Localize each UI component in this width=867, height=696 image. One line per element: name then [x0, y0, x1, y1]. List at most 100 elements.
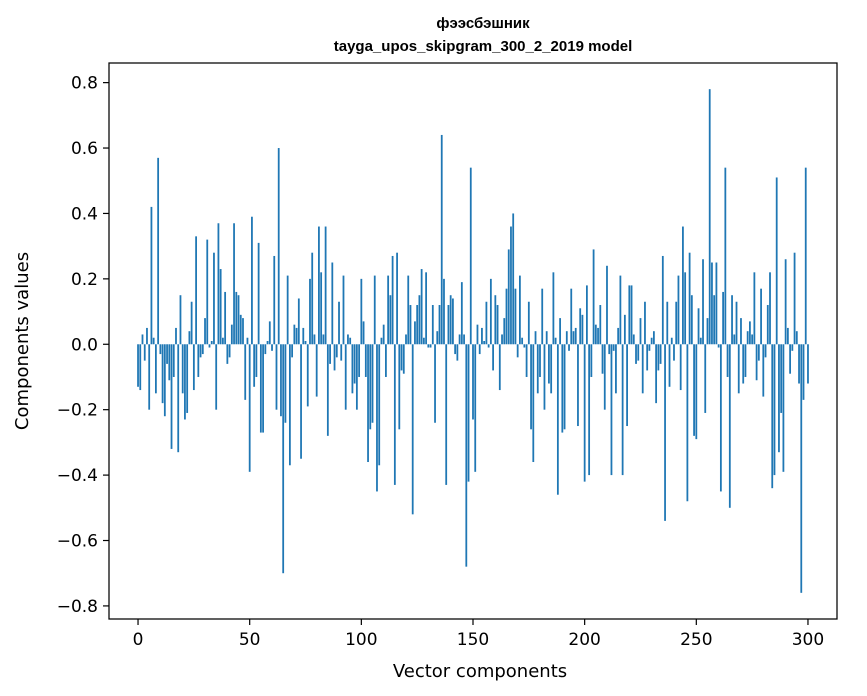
bar-201 — [586, 285, 588, 345]
bar-38 — [222, 337, 224, 345]
bar-86 — [329, 344, 331, 364]
bar-20 — [181, 344, 184, 394]
bar-28 — [199, 344, 202, 358]
bar-231 — [652, 331, 655, 345]
bar-143 — [456, 344, 459, 361]
bar-138 — [445, 344, 448, 485]
bar-217 — [621, 344, 624, 476]
bar-233 — [657, 344, 660, 371]
bar-66 — [284, 344, 287, 423]
bar-211 — [608, 344, 611, 355]
bar-234 — [659, 344, 662, 364]
x-tick-label: 100 — [345, 630, 377, 650]
bar-80 — [315, 344, 318, 397]
bar-102 — [364, 344, 367, 377]
bar-133 — [434, 344, 436, 423]
chart-title-line-1: фээсбэшник — [436, 15, 530, 32]
bar-114 — [391, 255, 394, 345]
bar-262 — [722, 291, 725, 345]
bar-154 — [481, 327, 483, 345]
bar-97 — [353, 344, 356, 384]
bar-181 — [541, 288, 544, 345]
bar-292 — [789, 344, 791, 374]
bar-245 — [684, 272, 687, 345]
bar-71 — [295, 327, 298, 345]
bar-122 — [409, 305, 412, 345]
bar-192 — [565, 331, 568, 345]
bar-36 — [217, 223, 220, 345]
bar-191 — [563, 344, 566, 430]
bar-43 — [233, 223, 235, 345]
bar-187 — [554, 337, 557, 345]
bar-290 — [784, 259, 787, 345]
bar-100 — [360, 278, 363, 345]
bar-144 — [458, 334, 461, 345]
bar-42 — [230, 324, 233, 345]
bar-177 — [532, 344, 535, 463]
bar-167 — [510, 226, 512, 345]
bar-0 — [137, 344, 139, 387]
y-tick-label: −0.8 — [57, 597, 98, 617]
bar-216 — [619, 275, 622, 345]
bar-286 — [775, 177, 778, 345]
bars-group — [137, 89, 809, 593]
bar-117 — [398, 344, 401, 430]
bar-27 — [197, 344, 200, 377]
y-tick-label: 0.4 — [71, 204, 98, 224]
bar-199 — [581, 314, 584, 345]
bar-10 — [159, 344, 162, 355]
bar-215 — [617, 327, 620, 345]
bar-69 — [291, 344, 294, 358]
bar-194 — [570, 288, 573, 345]
bar-239 — [670, 337, 673, 345]
bar-210 — [606, 265, 608, 345]
bar-225 — [639, 318, 642, 345]
bar-213 — [612, 344, 615, 351]
y-axis-label: Components values — [12, 252, 33, 430]
bar-251 — [697, 308, 700, 345]
bar-14 — [168, 344, 171, 381]
bar-39 — [224, 291, 227, 345]
bar-81 — [318, 226, 320, 345]
x-tick-label: 150 — [457, 630, 489, 650]
bar-6 — [150, 206, 153, 345]
bar-250 — [695, 344, 698, 440]
bar-240 — [673, 344, 675, 361]
bar-13 — [166, 344, 168, 364]
bar-204 — [592, 249, 595, 345]
bar-285 — [773, 344, 776, 476]
bar-228 — [646, 344, 649, 371]
bar-164 — [503, 318, 506, 345]
chart-title-line-2: tayga_upos_skipgram_300_2_2019 model — [334, 38, 633, 55]
bar-236 — [664, 344, 666, 521]
bar-1 — [139, 344, 142, 391]
bar-57 — [264, 344, 267, 355]
bar-124 — [414, 321, 416, 345]
bar-125 — [416, 305, 419, 345]
bar-293 — [791, 344, 794, 351]
bar-186 — [552, 272, 555, 345]
bar-241 — [675, 301, 678, 345]
bar-11 — [161, 344, 164, 404]
bar-163 — [501, 334, 503, 345]
bar-203 — [590, 344, 593, 377]
bar-110 — [382, 324, 385, 345]
bar-90 — [338, 301, 340, 345]
bar-149 — [469, 167, 472, 345]
bar-64 — [280, 344, 282, 417]
bar-141 — [452, 298, 454, 345]
bar-275 — [751, 334, 754, 345]
bar-111 — [385, 344, 387, 377]
bar-19 — [179, 295, 182, 345]
x-axis: 0 50 100 150 200 250 300 — [133, 619, 824, 650]
y-tick-label: 0.2 — [71, 270, 98, 290]
bar-34 — [213, 252, 215, 345]
bar-67 — [286, 275, 289, 345]
x-axis-label: Vector components — [393, 661, 567, 682]
bar-287 — [778, 344, 780, 453]
bar-176 — [530, 344, 532, 430]
bar-82 — [320, 272, 323, 345]
bar-219 — [626, 344, 628, 427]
bar-270 — [740, 318, 742, 345]
bar-113 — [389, 295, 392, 345]
